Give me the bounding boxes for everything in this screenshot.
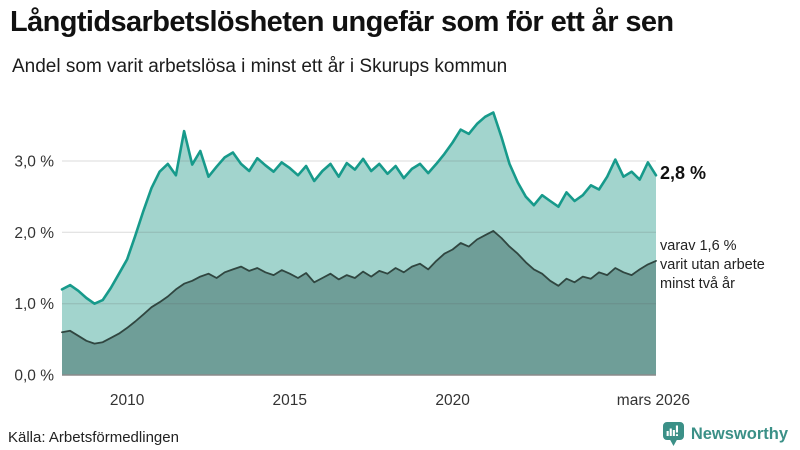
y-tick-label: 0,0 %	[14, 368, 54, 385]
y-tick-label: 1,0 %	[14, 296, 54, 313]
series-line-1	[60, 111, 658, 306]
x-tick-label: 2020	[435, 392, 470, 409]
chart-title: Långtidsarbetslösheten ungefär som för e…	[10, 6, 674, 38]
annotation-line-1: varav 1,6 %	[660, 238, 737, 254]
annotation-line-2: varit utan arbete	[660, 257, 765, 274]
source-credit: Källa: Arbetsförmedlingen	[8, 429, 179, 446]
x-tick-label: 2015	[273, 392, 307, 409]
newsworthy-bubble-icon	[662, 422, 684, 446]
y-tick-label: 2,0 %	[14, 225, 54, 242]
y-tick-label: 3,0 %	[14, 154, 54, 171]
newsworthy-logo: Newsworthy	[662, 421, 788, 447]
newsworthy-wordmark: Newsworthy	[690, 424, 788, 443]
annotation-line-3: minst två år	[660, 276, 735, 293]
area-fill-2	[62, 230, 656, 375]
chart-subtitle: Andel som varit arbetslösa i minst ett å…	[12, 56, 508, 77]
x-tick-label: mars 2026	[617, 392, 690, 409]
x-tick-label: 2010	[110, 392, 145, 409]
end-value-label: 2,8 %	[660, 163, 707, 183]
two-year-annotation: varav 1,6 % varit utan arbete minst två …	[660, 237, 765, 294]
series-line-2	[61, 229, 657, 345]
